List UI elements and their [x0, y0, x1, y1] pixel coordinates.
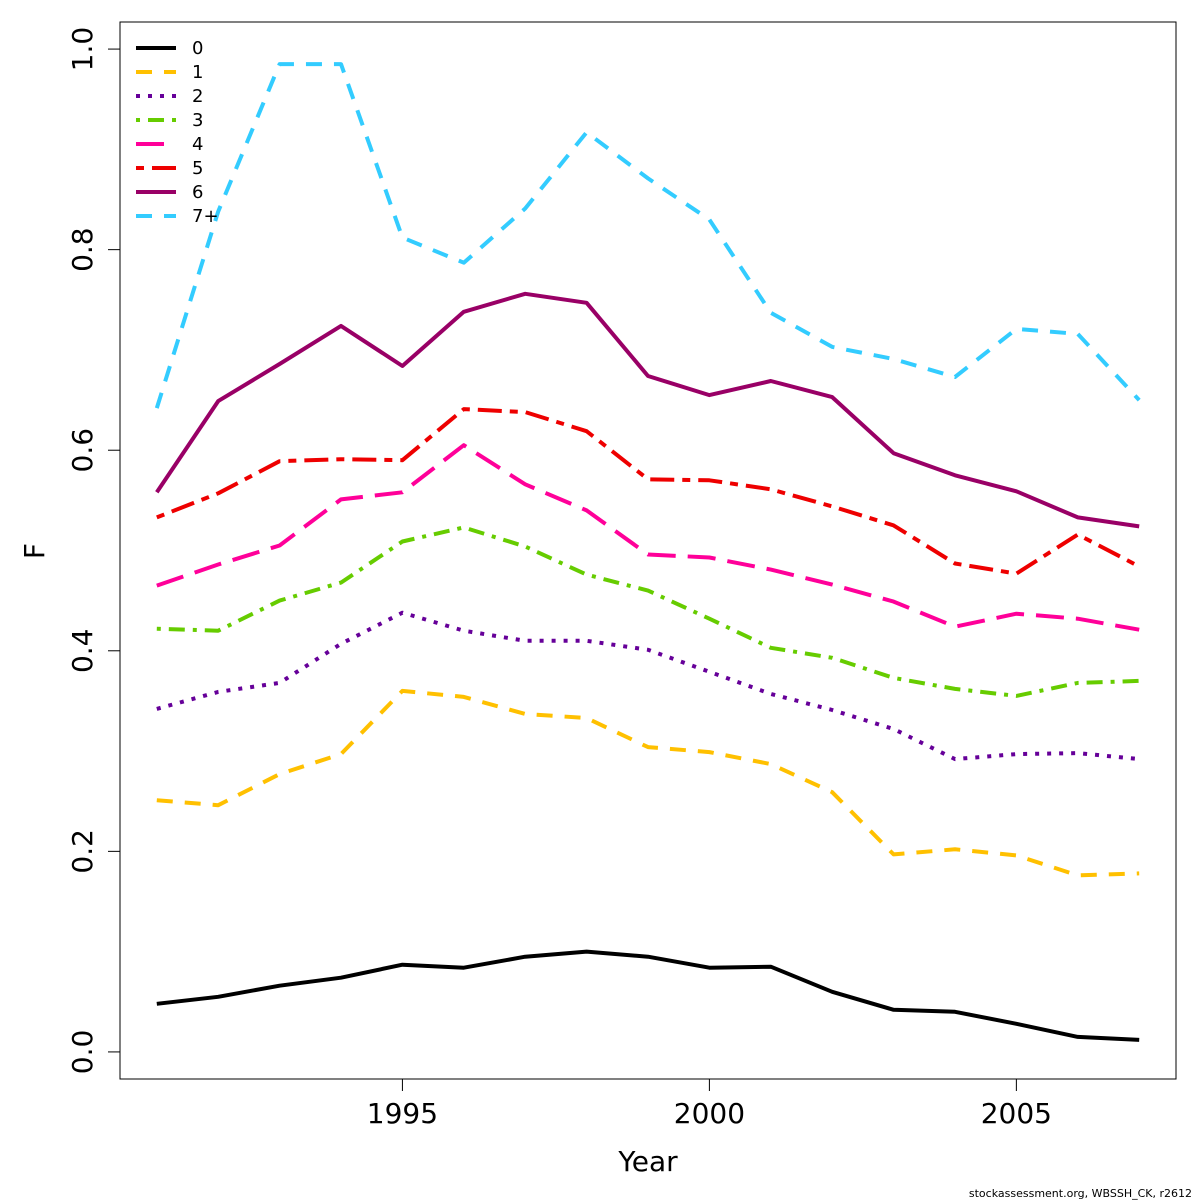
series-line-6: [155, 291, 1140, 529]
series-layer: [154, 62, 1141, 1042]
series-line-5: [156, 407, 1141, 576]
legend-label: 5: [192, 158, 203, 179]
y-tick-label: 1.0: [66, 27, 99, 72]
series-line-7plus: [154, 62, 1141, 409]
legend-label: 1: [192, 62, 203, 83]
legend-label: 7+: [192, 206, 219, 227]
x-axis: 1995 2000 2005: [367, 1078, 1052, 1130]
legend-label: 6: [192, 182, 203, 203]
legend-label: 0: [192, 38, 203, 59]
legend: 0 1 2 3 4 5 6 7+: [136, 38, 219, 227]
y-tick-label: 0.6: [66, 428, 99, 473]
x-tick-label: 2000: [674, 1097, 745, 1130]
legend-label: 2: [192, 86, 203, 107]
series-line-3: [156, 525, 1140, 698]
y-tick-label: 0.8: [66, 227, 99, 272]
x-tick-label: 2005: [981, 1097, 1052, 1130]
series-line-2: [156, 610, 1140, 762]
x-tick-label: 1995: [367, 1097, 438, 1130]
x-axis-title: Year: [617, 1145, 678, 1178]
legend-label: 3: [192, 110, 203, 131]
series-line-4: [156, 443, 1140, 632]
series-line-0: [156, 949, 1140, 1042]
y-tick-label: 0.2: [66, 829, 99, 874]
y-tick-label: 0.4: [66, 629, 99, 674]
series-line-1: [156, 688, 1140, 878]
legend-label: 4: [192, 134, 203, 155]
y-tick-label: 0.0: [66, 1030, 99, 1075]
y-axis: 0.0 0.2 0.4 0.6 0.8 1.0: [66, 27, 121, 1075]
y-axis-title: F: [18, 543, 51, 559]
credit-text: stockassessment.org, WBSSH_CK, r2612: [969, 1187, 1192, 1200]
